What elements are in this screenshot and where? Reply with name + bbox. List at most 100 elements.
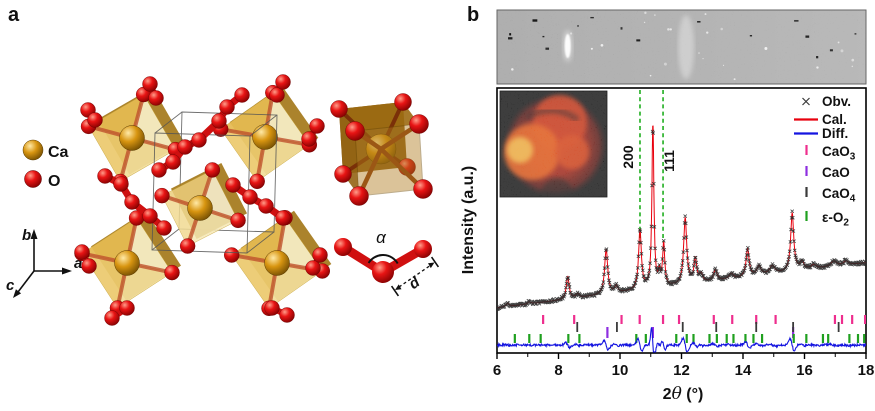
- panel-b-label: b: [467, 4, 479, 26]
- o2-dimer: [264, 300, 295, 323]
- o-atom: [104, 310, 120, 326]
- legend-item: ε-O2: [805, 210, 849, 229]
- o-atom: [204, 162, 221, 178]
- legend-label-subscript: 4: [850, 194, 856, 205]
- strip-dark-speck: [508, 37, 513, 40]
- legend-item: Obv.: [802, 94, 851, 109]
- o-atom: [119, 300, 135, 316]
- o2-chain: [225, 177, 291, 226]
- cube-o-atom: [349, 186, 369, 206]
- legend-label: ε-O2: [822, 210, 849, 229]
- axis-a-arrowhead: [62, 267, 72, 275]
- reflection-tick-row: [513, 334, 866, 343]
- x-title-2: 2: [663, 386, 672, 403]
- legend-label-subscript: 3: [850, 152, 856, 163]
- strip-white-speck: [663, 62, 667, 66]
- cube-o-atom: [334, 165, 352, 183]
- legend-label: Obv.: [822, 94, 851, 109]
- plot-content: 200 111: [497, 90, 866, 353]
- o-atom: [113, 176, 129, 192]
- strip-dark-speck: [697, 21, 701, 23]
- o-atom: [81, 258, 97, 274]
- legend-label: CaO: [822, 165, 850, 180]
- ca-atom: [187, 195, 213, 221]
- axis-c-arrowhead: [13, 289, 22, 298]
- o-atom: [219, 99, 235, 115]
- o-atom: [258, 198, 274, 214]
- x-axis-tick-label: 16: [796, 362, 813, 379]
- o-atom: [275, 74, 291, 90]
- legend-item: CaO3: [805, 144, 856, 163]
- diff-curve: [497, 327, 866, 353]
- strip-white-speck: [764, 47, 768, 51]
- o-atom: [211, 113, 227, 129]
- bond-length-label: d: [406, 273, 424, 293]
- o-atom: [230, 212, 246, 229]
- o2-dimer: [74, 244, 97, 274]
- o2-chain: [97, 168, 172, 236]
- strip-dark-speck: [794, 19, 799, 22]
- strip-dark-speck: [816, 56, 819, 59]
- strip-dark-speck: [509, 33, 512, 36]
- y-axis-title: Intensity (a.u.): [460, 166, 477, 274]
- strip-dark-speck: [749, 35, 753, 37]
- o-atom: [151, 162, 167, 178]
- crystal-structure-drawing: [74, 74, 332, 326]
- strip-white-speck: [600, 43, 604, 47]
- o-atom: [242, 189, 258, 205]
- strip-dark-speck: [829, 49, 833, 52]
- strip-dark-speck: [532, 19, 538, 22]
- strip-dark-speck: [590, 16, 594, 19]
- o3-molecule: α d: [334, 228, 440, 297]
- strip-white-speck: [851, 58, 855, 62]
- strip-dark-speck: [636, 39, 641, 42]
- reflection-label: 111: [661, 150, 677, 172]
- panel-a-crystal-structure: a Ca O b a c α: [6, 4, 440, 326]
- strip-white-speck: [654, 14, 656, 16]
- o-atom: [225, 177, 241, 193]
- ca-atom: [114, 250, 140, 276]
- x-axis-tick-label: 18: [858, 362, 875, 379]
- o-atom: [142, 76, 158, 92]
- o2-dimer: [305, 247, 328, 276]
- legend-cross-marker: [802, 97, 810, 106]
- o-atom: [269, 87, 285, 103]
- x-axis-tick-label: 14: [735, 362, 752, 379]
- alpha-angle-arc: [367, 254, 399, 265]
- unit-cell-edge: [154, 111, 183, 134]
- calcium-coordination-cube: [330, 93, 433, 206]
- o-atom: [309, 118, 325, 134]
- strip-white-speck: [644, 11, 647, 15]
- plot-legend: Obv. Cal.Diff. CaO3 CaO CaO4 ε-O2: [794, 94, 856, 229]
- bond-length-arrow: [390, 256, 440, 297]
- alpha-angle-label: α: [376, 228, 387, 247]
- o-atom: [223, 247, 240, 263]
- strip-dark-speck: [542, 35, 545, 38]
- ca-polyhedron: [80, 86, 185, 190]
- o-atom: [264, 300, 280, 316]
- o2-dimer: [80, 102, 103, 128]
- panel-a-label: a: [8, 4, 20, 26]
- cube-o-atom: [409, 114, 429, 134]
- o-atom: [372, 261, 394, 283]
- strip-glow: [678, 15, 695, 79]
- legend-label: CaO3: [822, 144, 856, 163]
- o-atom: [305, 260, 321, 276]
- o-atom: [165, 154, 181, 170]
- cube-o-atom: [330, 100, 348, 118]
- strip-white-speck: [837, 41, 840, 44]
- o-atom: [156, 220, 172, 236]
- reflection-tick-row: [576, 322, 840, 332]
- strip-white-speck: [706, 31, 709, 34]
- legend-item: Diff.: [794, 126, 848, 141]
- ca-atom: [119, 125, 145, 151]
- strip-dark-speck: [545, 47, 550, 50]
- o-legend-sphere: [24, 170, 42, 188]
- x-title-unit: (°): [682, 386, 704, 403]
- sample-photo-inset: [500, 91, 607, 197]
- o-atom: [275, 210, 291, 226]
- cube-o-atom: [394, 93, 412, 111]
- x-axis-title: 2θ (°): [663, 384, 704, 404]
- ca-atom: [252, 124, 278, 150]
- ca-legend-label: Ca: [48, 144, 69, 161]
